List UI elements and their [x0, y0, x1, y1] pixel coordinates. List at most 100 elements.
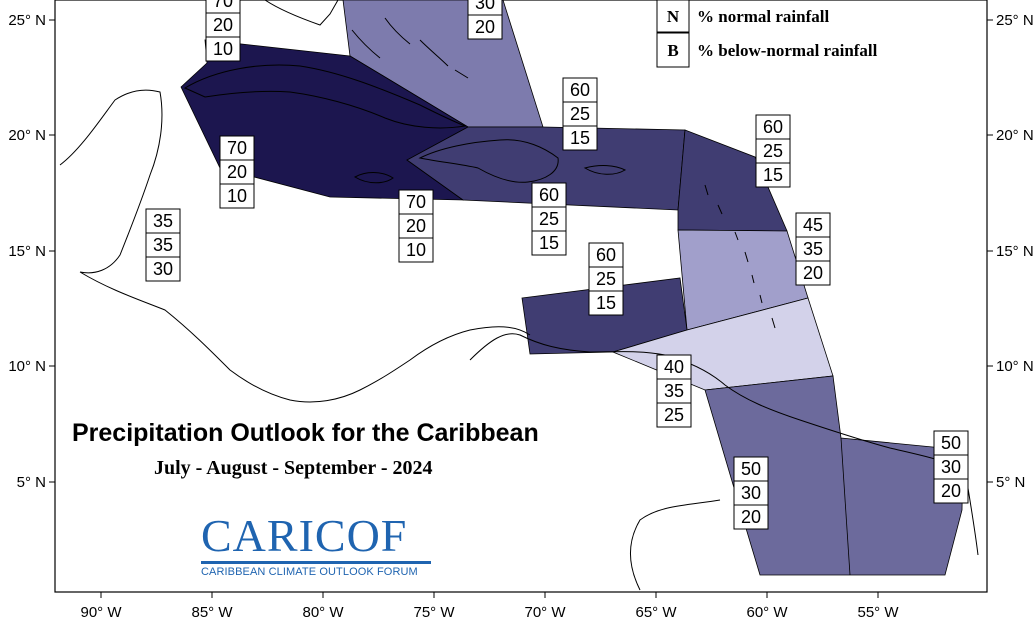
- prob-cell: [205, 36, 241, 62]
- prob-value: 60: [539, 185, 559, 205]
- lat-label: 25° N: [8, 12, 46, 29]
- caricof-logo: CARICOF CARIBBEAN CLIMATE OUTLOOK FORUM: [201, 512, 433, 578]
- prob-cell: [755, 162, 791, 188]
- central-america-coast: [59, 89, 531, 403]
- prob-cell: [398, 237, 434, 263]
- prob-value: 15: [539, 233, 559, 253]
- prob-label-hispaniola-north: 60 25 15: [562, 77, 598, 151]
- prob-cell: [733, 504, 769, 530]
- prob-value: 70: [406, 192, 426, 212]
- lon-label: 55° W: [857, 604, 899, 621]
- lon-label: 65° W: [635, 604, 677, 621]
- legend-text-normal: % normal rainfall: [697, 7, 829, 26]
- prob-value: 35: [153, 211, 173, 231]
- legend-key-b: B: [667, 41, 678, 60]
- prob-value: 30: [153, 259, 173, 279]
- legend-key-box-n: [656, 0, 690, 33]
- lon-label: 80° W: [302, 604, 344, 621]
- lat-label: 5° N: [996, 474, 1025, 491]
- lat-label: 15° N: [8, 243, 46, 260]
- prob-value: 25: [570, 104, 590, 124]
- lon-labels: 90° W 85° W 80° W 75° W 70° W 65° W 60° …: [80, 604, 899, 621]
- prob-value: 70: [213, 0, 233, 11]
- prob-cell: [755, 138, 791, 164]
- prob-cell: [145, 256, 181, 282]
- prob-cell: [656, 402, 692, 428]
- legend-key-n: N: [667, 7, 680, 26]
- lat-labels-right: 25° N 20° N 15° N 10° N 5° N: [996, 12, 1034, 491]
- caricof-wordmark: CARICOF: [201, 510, 408, 561]
- prob-value: 60: [596, 245, 616, 265]
- prob-value: 35: [153, 235, 173, 255]
- prob-value: 15: [570, 128, 590, 148]
- prob-value: 60: [763, 117, 783, 137]
- prob-value: 15: [596, 293, 616, 313]
- prob-cell: [398, 189, 434, 215]
- prob-value: 20: [213, 15, 233, 35]
- region-guianas-divider: [840, 437, 851, 576]
- prob-cell: [531, 230, 567, 256]
- lon-ticks: [100, 592, 879, 598]
- prob-label-abc-islands: 60 25 15: [588, 242, 624, 316]
- lat-label: 20° N: [8, 127, 46, 144]
- prob-label-french-guiana: 50 30 20: [933, 430, 969, 504]
- prob-value: 50: [941, 433, 961, 453]
- map-title: Precipitation Outlook for the Caribbean: [72, 419, 539, 447]
- prob-label-leeward-islands: 60 25 15: [755, 114, 791, 188]
- prob-label-belize: 35 35 30: [145, 208, 181, 282]
- legend: N % normal rainfall B % below-normal rai…: [656, 0, 878, 68]
- jamaica-coast: [353, 172, 394, 184]
- prob-cell: [733, 480, 769, 506]
- lon-label: 60° W: [746, 604, 788, 621]
- map-subtitle: July - August - September - 2024: [154, 457, 433, 479]
- prob-cell: [933, 454, 969, 480]
- hispaniola-coast: [418, 139, 559, 183]
- prob-value: 20: [406, 216, 426, 236]
- lat-ticks: [49, 19, 993, 483]
- prob-cell: [795, 236, 831, 262]
- prob-value: 20: [803, 263, 823, 283]
- prob-cell: [531, 206, 567, 232]
- prob-value: 10: [406, 240, 426, 260]
- outlook-regions: [180, 0, 964, 576]
- prob-label-bahamas-partial-left: 70 20 10: [205, 0, 241, 62]
- lat-label: 25° N: [996, 12, 1034, 29]
- prob-cell: [933, 478, 969, 504]
- prob-cell: [562, 77, 598, 103]
- prob-value: 25: [763, 141, 783, 161]
- lat-label: 5° N: [17, 474, 46, 491]
- legend-key-box-b: [656, 32, 690, 68]
- lat-labels-left: 25° N 20° N 15° N 10° N 5° N: [8, 12, 46, 491]
- prob-value: 35: [664, 381, 684, 401]
- prob-value: 20: [941, 481, 961, 501]
- prob-cell: [145, 232, 181, 258]
- prob-cell: [219, 183, 255, 209]
- prob-cell: [656, 378, 692, 404]
- prob-value: 25: [596, 269, 616, 289]
- prob-label-windward-islands: 45 35 20: [795, 212, 831, 286]
- prob-label-jamaica: 70 20 10: [398, 189, 434, 263]
- prob-value: 20: [475, 17, 495, 37]
- prob-cell: [588, 242, 624, 268]
- prob-value: 25: [664, 405, 684, 425]
- prob-value: 10: [227, 186, 247, 206]
- lon-label: 85° W: [191, 604, 233, 621]
- bahamas-islands: [351, 17, 469, 79]
- prob-value: 30: [475, 0, 495, 13]
- lat-label: 10° N: [996, 358, 1034, 375]
- prob-value: 35: [803, 239, 823, 259]
- prob-label-cuba-west: 70 20 10: [219, 135, 255, 209]
- prob-value: 30: [941, 457, 961, 477]
- region-guianas: [704, 375, 964, 576]
- prob-value: 20: [741, 507, 761, 527]
- prob-value: 25: [539, 209, 559, 229]
- prob-cell: [467, 14, 503, 40]
- lat-label: 20° N: [996, 127, 1034, 144]
- lat-label: 10° N: [8, 358, 46, 375]
- logo-rule: [201, 561, 431, 564]
- legend-text-below-normal: % below-normal rainfall: [697, 41, 878, 60]
- prob-cell: [795, 260, 831, 286]
- prob-cell: [145, 208, 181, 234]
- prob-cell: [588, 266, 624, 292]
